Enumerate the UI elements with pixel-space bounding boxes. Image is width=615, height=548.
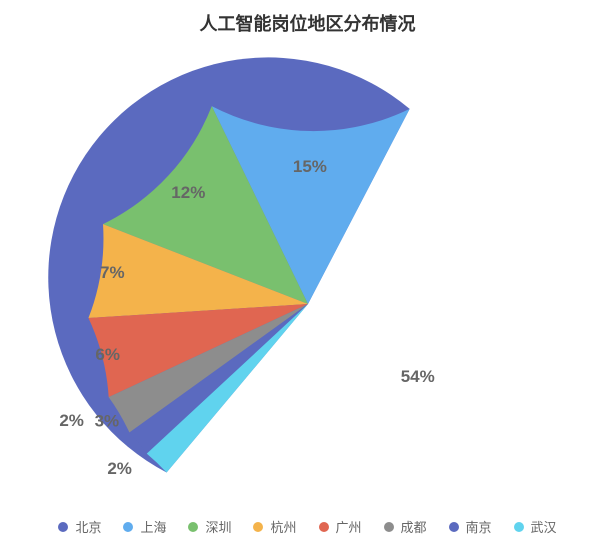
legend-item: 武汉 [514,517,557,536]
slice-label: 2% [107,459,132,478]
slice-label: 2% [59,411,84,430]
legend-label: 上海 [140,517,166,536]
legend-label: 南京 [466,517,492,536]
slice-label: 3% [94,411,119,430]
legend-dot-icon [449,522,459,532]
legend-dot-icon [384,522,394,532]
chart-title: 人工智能岗位地区分布情况 [0,10,615,36]
legend-label: 武汉 [531,517,557,536]
legend-label: 广州 [336,517,362,536]
slice-label: 54% [400,367,434,386]
slice-label: 15% [292,157,326,176]
legend-dot-icon [58,522,68,532]
legend-dot-icon [253,522,263,532]
legend-dot-icon [188,522,198,532]
legend-dot-icon [123,522,133,532]
slice-label: 12% [171,183,205,202]
legend-dot-icon [514,522,524,532]
legend-item: 上海 [123,517,166,536]
legend-label: 北京 [75,517,101,536]
legend-item: 北京 [58,517,101,536]
legend-item: 杭州 [253,517,296,536]
pie-svg: 54% 15% 12% 7% 6% 3% 2% 2% [48,44,568,548]
legend: 北京 上海 深圳 杭州 广州 成都 南京 武汉 [0,517,615,536]
legend-item: 南京 [449,517,492,536]
legend-label: 杭州 [270,517,296,536]
legend-dot-icon [319,522,329,532]
legend-label: 成都 [401,517,427,536]
legend-item: 成都 [384,517,427,536]
legend-item: 广州 [319,517,362,536]
slice-label: 6% [95,345,120,364]
pie-chart-container: 人工智能岗位地区分布情况 54% 15% 12% 7% 6% 3% 2% 2% 北京 上海 深圳 杭… [0,0,615,548]
legend-label: 深圳 [205,517,231,536]
pie-holder: 54% 15% 12% 7% 6% 3% 2% 2% [0,44,615,548]
slice-label: 7% [100,263,125,282]
legend-item: 深圳 [188,517,231,536]
